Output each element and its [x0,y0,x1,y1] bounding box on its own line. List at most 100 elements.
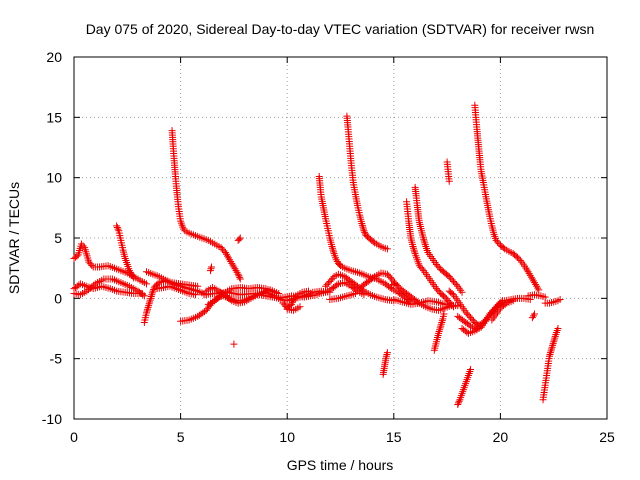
data-point [393,281,401,289]
y-tick-label: 20 [46,49,62,65]
data-point [548,345,556,353]
data-point [454,401,462,409]
data-point [332,256,340,264]
data-point [147,294,155,302]
data-point [436,324,444,332]
data-point [206,267,214,275]
data-point [434,286,442,294]
data-point [359,225,367,233]
data-point [296,303,304,311]
data-point [532,280,540,288]
data-point [224,252,232,260]
x-tick-label: 10 [279,429,295,445]
data-point [360,227,368,235]
data-point [550,336,558,344]
data-point [550,338,558,346]
data-point [531,310,539,318]
data-point [383,349,391,357]
data-point [455,397,463,405]
data-point [142,309,150,317]
data-point [86,284,94,292]
data-point [212,295,220,303]
data-point [329,246,337,254]
data-point [545,352,553,360]
data-point [437,320,445,328]
data-point [438,317,446,325]
data-point [236,273,244,281]
data-point [232,267,240,275]
data-point [541,293,549,301]
data-point [529,312,537,320]
data-point [418,265,426,273]
data-point [383,270,391,278]
data-point [125,267,133,275]
data-point [369,238,377,246]
x-tick-label: 25 [599,429,615,445]
data-point [114,225,122,233]
data-point [324,279,332,287]
data-point [352,286,360,294]
data-point [323,281,331,289]
data-point [445,273,453,281]
data-point [227,258,235,266]
data-point [214,294,222,302]
data-point [154,280,162,288]
data-point [85,258,93,266]
data-point [546,350,554,358]
data-point [548,343,556,351]
data-point [358,221,366,229]
x-axis-label: GPS time / hours [287,457,394,473]
data-point [149,287,157,295]
data-point [445,298,453,306]
data-point [219,245,227,253]
data-point [211,297,219,305]
data-point [330,248,338,256]
data-point [279,299,287,307]
data-point [328,242,336,250]
data-point [551,334,559,342]
data-point [86,260,94,268]
data-point [358,220,366,228]
data-point [499,297,507,305]
data-point [420,237,428,245]
y-tick-label: 10 [46,170,62,186]
data-point [369,274,377,282]
data-point [531,279,539,287]
data-point [280,301,288,309]
data-point [386,273,394,281]
data-point [410,246,418,254]
data-point [230,340,238,348]
data-point [200,308,208,316]
data-point [554,325,562,332]
data-point [410,244,418,252]
data-point [432,261,440,269]
data-point [465,321,473,329]
data-point [499,244,507,252]
data-point [529,277,537,285]
data-point [556,296,564,304]
data-point [361,228,369,236]
data-point [351,290,359,298]
data-point [144,305,152,313]
data-point [448,290,456,298]
data-point [144,303,152,311]
data-point [513,253,521,261]
data-point [522,264,530,272]
data-point [462,309,470,317]
data-point [216,292,224,300]
data-point [392,280,400,288]
data-point [526,271,534,279]
data-point [417,263,425,271]
data-point [382,352,390,360]
data-point [516,257,524,265]
data-point [359,223,367,231]
data-point [528,275,536,283]
data-point [139,291,147,299]
data-point [90,281,98,289]
data-point [441,293,449,301]
data-point [383,350,391,358]
data-point [126,268,134,276]
data-point [432,285,440,293]
data-point [83,287,91,295]
